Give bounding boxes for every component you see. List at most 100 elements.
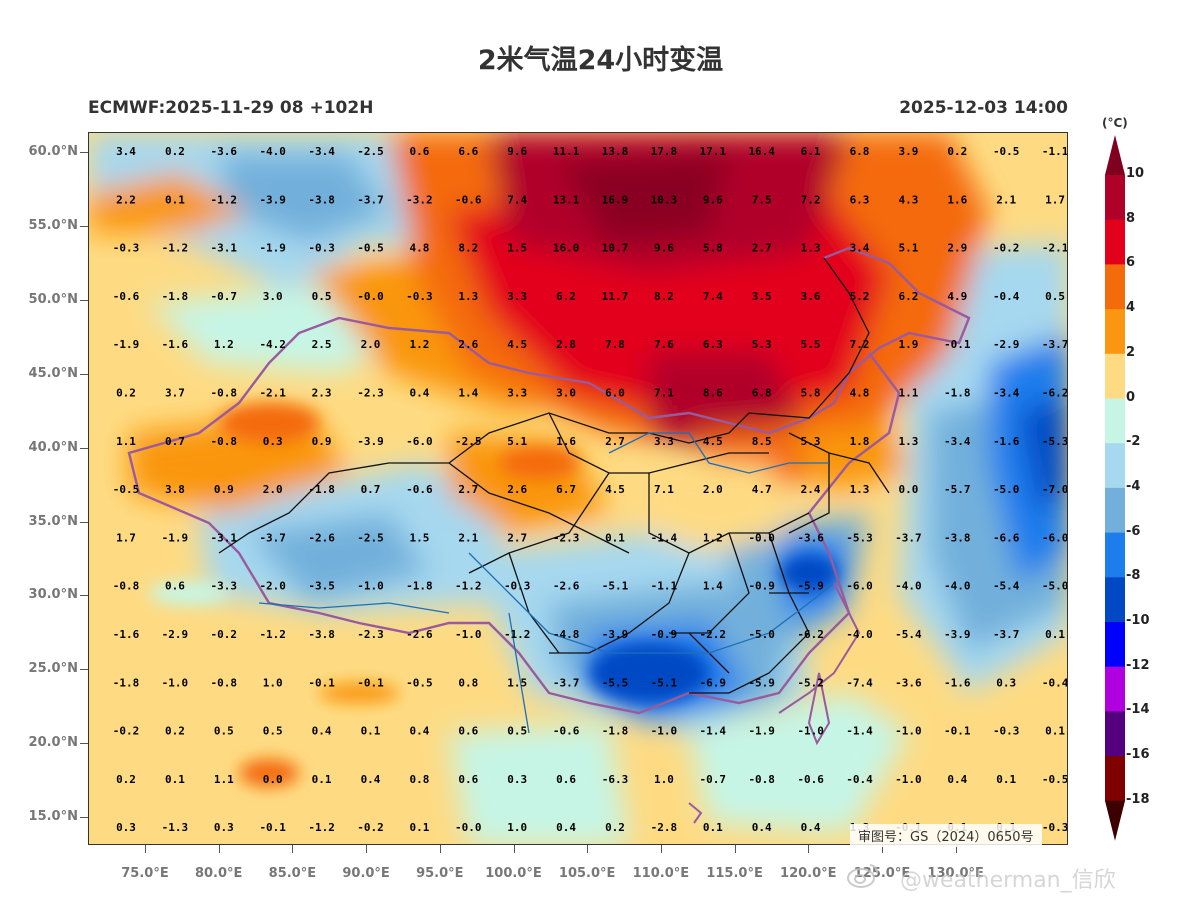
longitude-tick	[439, 845, 441, 853]
grid-value: 0.1	[605, 531, 625, 544]
grid-value: 5.3	[801, 435, 821, 448]
grid-value: 2.0	[263, 483, 283, 496]
grid-value: -5.9	[797, 580, 824, 593]
grid-value: 4.3	[898, 193, 918, 206]
colorbar-top-arrow	[1105, 135, 1125, 175]
grid-value: -3.5	[308, 580, 335, 593]
grid-value: 2.5	[312, 338, 332, 351]
grid-value: -1.6	[113, 628, 140, 641]
longitude-label: 105.0°E	[558, 866, 616, 881]
grid-value: -0.1	[357, 676, 384, 689]
longitude-label: 75.0°E	[121, 866, 169, 881]
grid-value: 2.0	[703, 483, 723, 496]
grid-value: -1.8	[944, 387, 971, 400]
grid-value: 5.8	[703, 242, 723, 255]
longitude-tick	[660, 845, 662, 853]
grid-value: 11.1	[553, 145, 580, 158]
grid-value: -0.4	[1042, 676, 1068, 689]
grid-value: 3.9	[898, 145, 918, 158]
longitude-tick	[882, 845, 883, 853]
longitude-tick	[955, 845, 957, 853]
longitude-label: 100.0°E	[485, 866, 542, 881]
grid-value: 2.6	[458, 338, 478, 351]
grid-value: 0.3	[214, 821, 234, 834]
grid-value: 0.4	[361, 773, 381, 786]
grid-value: 2.1	[458, 531, 478, 544]
grid-value: 1.1	[116, 435, 136, 448]
grid-value: -3.8	[944, 531, 971, 544]
latitude-tick	[80, 521, 88, 523]
rivers	[258, 432, 835, 734]
grid-value: -0.2	[993, 242, 1020, 255]
grid-value: -1.1	[651, 580, 678, 593]
longitude-label: 120.0°E	[780, 866, 837, 881]
grid-value: 8.6	[703, 387, 723, 400]
grid-value: -0.1	[308, 676, 335, 689]
grid-value: -2.1	[1042, 242, 1068, 255]
grid-value: -0.6	[553, 725, 580, 738]
grid-value: 5.1	[507, 435, 527, 448]
grid-value: -4.0	[259, 145, 286, 158]
grid-value: 5.8	[801, 387, 821, 400]
map-panel: 3.4 0.2 -3.6 -4.0 -3.4 -2.5 0.6 6.6 9.6 11.1 13.8 1…	[88, 132, 1068, 845]
grid-value: -0.6	[455, 193, 482, 206]
grid-value: -6.9	[700, 676, 727, 689]
grid-value: 1.5	[409, 531, 429, 544]
grid-value: 2.9	[947, 242, 967, 255]
grid-value: 0.5	[263, 725, 283, 738]
grid-value: -1.6	[993, 435, 1020, 448]
grid-value: -5.2	[797, 676, 824, 689]
grid-value: -0.2	[211, 628, 238, 641]
colorbar-label: -14	[1126, 702, 1150, 718]
grid-value: 1.3	[850, 483, 870, 496]
grid-value: 5.3	[752, 338, 772, 351]
colorbar-segment	[1105, 264, 1125, 310]
grid-value: 3.8	[165, 483, 185, 496]
grid-value: 0.3	[116, 821, 136, 834]
grid-value: -1.8	[162, 290, 189, 303]
longitude-label: 110.0°E	[632, 866, 690, 881]
grid-value: -0.3	[308, 242, 335, 255]
grid-value: -5.4	[895, 628, 922, 641]
grid-value: 5.5	[801, 338, 821, 351]
grid-value: 3.5	[752, 290, 772, 303]
grid-value: -1.9	[259, 242, 286, 255]
grid-value: -0.1	[944, 338, 971, 351]
grid-value: -1.0	[895, 773, 922, 786]
colorbar-segment	[1105, 532, 1125, 578]
grid-value: 8.5	[752, 435, 772, 448]
grid-value: -0.0	[748, 531, 775, 544]
latitude-label: 25.0°N	[28, 661, 78, 677]
grid-value: 3.7	[165, 387, 185, 400]
grid-value: 1.8	[850, 435, 870, 448]
grid-value: -0.5	[357, 242, 384, 255]
grid-value: 2.7	[752, 242, 772, 255]
grid-value: 7.2	[850, 338, 870, 351]
grid-value: -0.6	[113, 290, 140, 303]
map-approval-number: 审图号：GS（2024）0650号	[850, 824, 1042, 847]
grid-value: 1.5	[507, 676, 527, 689]
grid-value: 1.2	[214, 338, 234, 351]
latitude-label: 20.0°N	[28, 735, 78, 751]
grid-value: -3.8	[308, 193, 335, 206]
grid-value: -5.1	[651, 676, 678, 689]
grid-value: 6.2	[556, 290, 576, 303]
grid-value: 7.4	[703, 290, 723, 303]
grid-value: 0.7	[165, 435, 185, 448]
grid-value: -0.8	[113, 580, 140, 593]
grid-value: 1.6	[947, 193, 967, 206]
colorbar-label: -2	[1126, 434, 1141, 450]
grid-value: 2.2	[116, 193, 136, 206]
colorbar-segment	[1105, 487, 1125, 534]
grid-value: 6.8	[752, 387, 772, 400]
grid-value: 4.5	[507, 338, 527, 351]
colorbar-label: -8	[1126, 568, 1141, 584]
grid-value: 0.3	[507, 773, 527, 786]
grid-value: -4.2	[259, 338, 286, 351]
grid-value: -2.3	[553, 531, 580, 544]
grid-value: 0.1	[361, 725, 381, 738]
grid-value: -5.5	[602, 676, 629, 689]
grid-value: -0.0	[357, 290, 384, 303]
grid-value: 16.4	[748, 145, 775, 158]
grid-value: 0.6	[165, 580, 185, 593]
